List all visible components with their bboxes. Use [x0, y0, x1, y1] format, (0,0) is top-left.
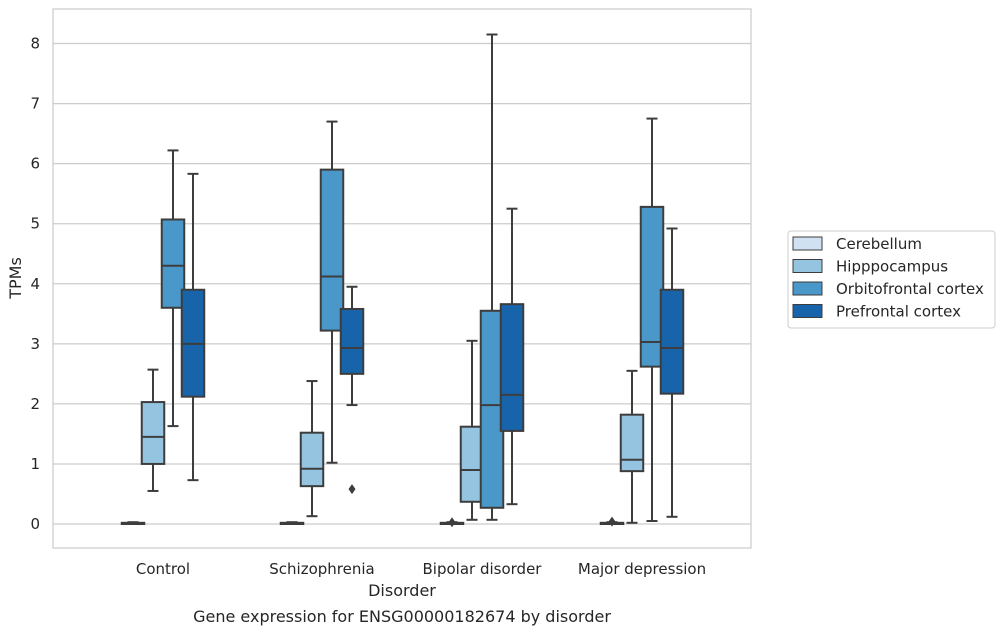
y-tick-label-3: 3: [30, 335, 40, 353]
box-hipppocampus-control: [140, 368, 166, 492]
y-tick-labels: 0 1 2 3 4 5 6 7 8: [30, 35, 40, 534]
box-hipppocampus-major-depression: [619, 369, 645, 524]
box-cerebellum-control: [120, 521, 146, 526]
legend-item-orbitofrontal-cortex: Orbitofrontal cortex: [792, 280, 984, 298]
box-body: [299, 431, 325, 488]
box-prefrontal-cortex-control: [180, 172, 206, 482]
y-tick-label-1: 1: [30, 455, 40, 473]
x-tick-label-major-depression: Major depression: [578, 560, 706, 578]
legend-label: Prefrontal cortex: [836, 303, 961, 321]
legend-frame: [787, 230, 996, 329]
box-body: [499, 303, 525, 432]
box-orbitofrontal-cortex-schizophrenia: [319, 120, 345, 464]
legend-item-prefrontal-cortex: Prefrontal cortex: [792, 303, 961, 321]
y-tick-label-8: 8: [30, 35, 40, 53]
legend-swatch: [792, 259, 823, 273]
box-body: [619, 413, 645, 473]
y-tick-label-7: 7: [30, 95, 40, 113]
y-axis-title: TPMs: [6, 257, 25, 300]
box-orbitofrontal-cortex-control: [160, 149, 186, 428]
box-orbitofrontal-cortex-major-depression: [639, 117, 665, 522]
box-hipppocampus-schizophrenia: [299, 380, 325, 518]
chart-caption: Gene expression for ENSG00000182674 by d…: [193, 607, 611, 626]
legend-swatch: [792, 304, 823, 318]
plot-frame: [52, 8, 752, 549]
box-body: [659, 288, 685, 395]
x-tick-labels: Control Schizophrenia Bipolar disorder Majo…: [136, 560, 706, 578]
y-tick-label-6: 6: [30, 155, 40, 173]
series-cerebellum: [120, 516, 625, 528]
box-cerebellum-bipolar-disorder: [439, 517, 465, 528]
box-cerebellum-major-depression: [599, 516, 625, 527]
x-axis-title: Disorder: [368, 581, 436, 600]
outlier-point: [448, 517, 456, 528]
legend-swatch: [792, 281, 823, 296]
series-hipppocampus: [140, 339, 645, 524]
series-orbitofrontal-cortex: [160, 33, 665, 522]
box-prefrontal-cortex-bipolar-disorder: [499, 207, 525, 506]
box-body: [160, 218, 186, 309]
legend-swatch: [792, 236, 823, 251]
legend-label: Orbitofrontal cortex: [836, 280, 984, 298]
legend: Cerebellum Hipppocampus Orbitofrontal cort…: [787, 230, 996, 329]
box-body: [319, 168, 345, 332]
x-tick-label-bipolar-disorder: Bipolar disorder: [423, 560, 543, 578]
box-body: [639, 205, 665, 368]
x-tick-label-schizophrenia: Schizophrenia: [269, 560, 374, 578]
legend-label: Cerebellum: [836, 235, 922, 253]
series-prefrontal-cortex: [180, 172, 685, 518]
box-prefrontal-cortex-major-depression: [659, 227, 685, 518]
box-prefrontal-cortex-schizophrenia: [339, 285, 365, 495]
box-body: [140, 401, 166, 465]
x-tick-label-control: Control: [136, 560, 190, 578]
box-series: [120, 33, 685, 528]
y-tick-label-0: 0: [30, 515, 40, 533]
outlier-point: [348, 484, 356, 495]
y-tick-label-4: 4: [30, 275, 40, 293]
legend-item-cerebellum: Cerebellum: [792, 235, 922, 253]
outlier-point: [608, 516, 616, 527]
y-tick-label-5: 5: [30, 215, 40, 233]
box-body: [339, 307, 365, 375]
legend-label: Hipppocampus: [836, 258, 948, 276]
box-cerebellum-schizophrenia: [279, 521, 305, 526]
legend-item-hipppocampus: Hipppocampus: [792, 258, 948, 276]
box-orbitofrontal-cortex-bipolar-disorder: [479, 33, 505, 521]
y-tick-label-2: 2: [30, 395, 40, 413]
